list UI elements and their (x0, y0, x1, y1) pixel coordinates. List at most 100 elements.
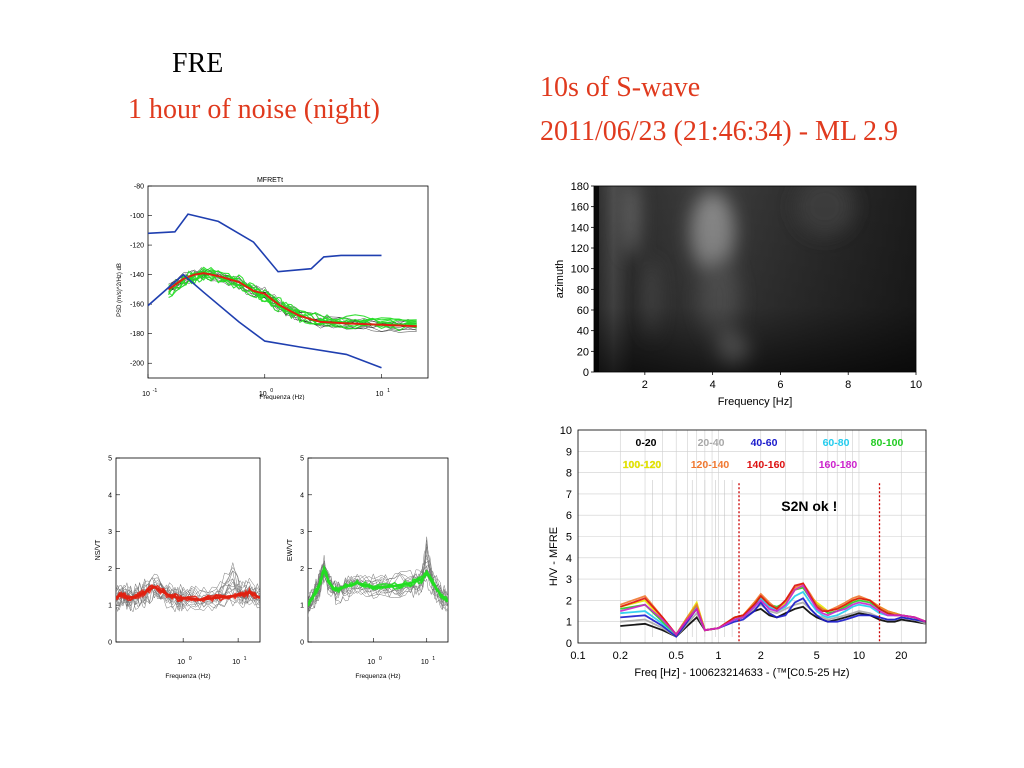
tick-base: 10 (232, 659, 240, 666)
azimuth-ytick-label: 180 (571, 181, 589, 193)
azimuth-ytick-label: 100 (571, 264, 589, 276)
hv-ylabel: H/V - MFRE (548, 527, 560, 586)
station-title: FRE (172, 48, 224, 79)
azimuth-ytick-label: 40 (577, 326, 589, 338)
ew-plot-frame (307, 457, 449, 643)
swave-title: 10s of S-wave (540, 72, 701, 103)
hv-ytick-label: 8 (566, 468, 572, 480)
tick-base: 10 (142, 391, 150, 398)
tick-exponent: 0 (270, 388, 273, 394)
tick-exponent: 0 (379, 656, 382, 662)
hv-ytick-label: 3 (566, 574, 572, 586)
tick-exponent: 1 (244, 656, 247, 662)
ns-ratio-chart: 0 1 2 3 4 5 10 0 10 1 Frequenza (Hz) NS/VT (88, 450, 268, 682)
hv-series-line (620, 582, 926, 637)
ns-ytick-label: 3 (108, 529, 112, 536)
ew-ytick-label: 4 (300, 492, 304, 499)
tick-base: 10 (259, 391, 267, 398)
azimuth-xtick-label: 8 (845, 379, 851, 391)
psd-hour-curve (168, 268, 417, 326)
hv-ytick-label: 4 (566, 553, 572, 565)
hv-legend-entry: 0-20 (635, 437, 656, 449)
hv-s2n-annotation: S2N ok ! (781, 498, 837, 514)
azimuth-ytick-label: 120 (571, 243, 589, 255)
tick-base: 10 (421, 659, 429, 666)
psd-title: MFRETt (257, 177, 283, 184)
hv-legend-entry: 60-80 (823, 437, 850, 449)
ns-xlabel: Frequenza (Hz) (165, 673, 210, 680)
azimuth-xlabel: Frequency [Hz] (718, 396, 793, 408)
hv-legend-entry: 120-140 (691, 459, 730, 471)
hv-xlabel: Freq [Hz] - 100623214633 - (™[C0.5-25 Hz… (634, 667, 849, 679)
psd-high-noise-model-line (148, 213, 382, 273)
azimuth-ytick-label: 160 (571, 202, 589, 214)
azimuth-xtick-label: 10 (910, 379, 922, 391)
ns-hour-curve (116, 587, 260, 610)
psd-ytick-label: -180 (130, 331, 144, 338)
azimuth-xtick-label: 4 (710, 379, 716, 391)
hv-ratio-chart: S2N ok ! 0-20 20-40 40-60 60-80 80-100 100-120… (548, 425, 927, 679)
hv-xtick-label: 0.2 (613, 650, 628, 662)
psd-xtick-label: 10 -1 (142, 388, 157, 398)
ew-ytick-label: 3 (300, 529, 304, 536)
azimuth-plot-frame (593, 185, 917, 373)
tick-base: 10 (177, 659, 185, 666)
event-subtitle: 2011/06/23 (21:46:34) - ML 2.9 (540, 116, 899, 147)
hv-xtick-label: 20 (895, 650, 907, 662)
hv-ytick-label: 9 (566, 446, 572, 458)
psd-low-noise-model-line (148, 273, 382, 369)
ns-mean-line (116, 585, 260, 601)
tick-exponent: 1 (432, 656, 435, 662)
hv-legend-entry: 140-160 (747, 459, 786, 471)
ns-ylabel: NS/VT (95, 539, 102, 560)
azimuth-xtick-label: 6 (777, 379, 783, 391)
psd-ns-mean-line (168, 272, 417, 328)
hv-xtick-label: 0.5 (669, 650, 684, 662)
hv-legend-entry: 80-100 (871, 437, 904, 449)
psd-hour-curve (168, 267, 417, 325)
azimuth-ytick-label: 20 (577, 346, 589, 358)
heatmap-shade (594, 186, 916, 372)
psd-ytick-label: -100 (130, 213, 144, 220)
hv-series-line (620, 584, 926, 636)
tick-exponent: 0 (189, 656, 192, 662)
azimuth-xtick-label: 2 (642, 379, 648, 391)
ns-ytick-label: 2 (108, 566, 112, 573)
psd-ylabel: PSD (m/s)^2/Hz) dB (117, 263, 123, 317)
ew-ylabel: EW/VT (287, 538, 294, 561)
hv-ytick-label: 1 (566, 617, 572, 629)
azimuth-heatmap-chart: 0 20 40 60 80 100 120 140 160 180 2 4 6 8 10 Frequency … (554, 181, 922, 408)
hv-series-group (620, 582, 926, 638)
ns-ytick-label: 4 (108, 492, 112, 499)
ns-ytick-label: 1 (108, 603, 112, 610)
ns-xtick-label: 10 1 (232, 656, 246, 666)
tick-base: 10 (367, 659, 375, 666)
hv-xtick-label: 2 (758, 650, 764, 662)
ew-ytick-label: 5 (300, 456, 304, 463)
tick-exponent: -1 (153, 388, 158, 394)
hv-xtick-label: 1 (715, 650, 721, 662)
ns-ytick-label: 5 (108, 456, 112, 463)
hv-legend-entry: 100-120 (623, 459, 662, 471)
hv-ytick-label: 2 (566, 595, 572, 607)
azimuth-heatmap (594, 186, 916, 372)
psd-ytick-label: -200 (130, 361, 144, 368)
psd-xtick-label: 10 0 (259, 388, 273, 398)
psd-xtick-label: 10 1 (376, 388, 390, 398)
azimuth-ytick-label: 140 (571, 222, 589, 234)
psd-ytick-label: -120 (130, 243, 144, 250)
psd-ytick-label: -140 (130, 272, 144, 279)
psd-plot-frame (147, 185, 429, 379)
ns-mean-band (116, 585, 260, 602)
tick-base: 10 (376, 391, 384, 398)
ns-ytick-label: 0 (108, 640, 112, 647)
ew-xtick-label: 10 1 (421, 656, 435, 666)
hv-xtick-label: 0.1 (570, 650, 585, 662)
psd-xlabel: Frequenza (Hz) (259, 394, 304, 400)
hv-xtick-label: 10 (853, 650, 865, 662)
hv-plot-frame (577, 429, 927, 644)
ns-plot-frame (115, 457, 261, 643)
hv-ytick-label: 10 (560, 425, 572, 437)
azimuth-ylabel: azimuth (554, 260, 566, 299)
